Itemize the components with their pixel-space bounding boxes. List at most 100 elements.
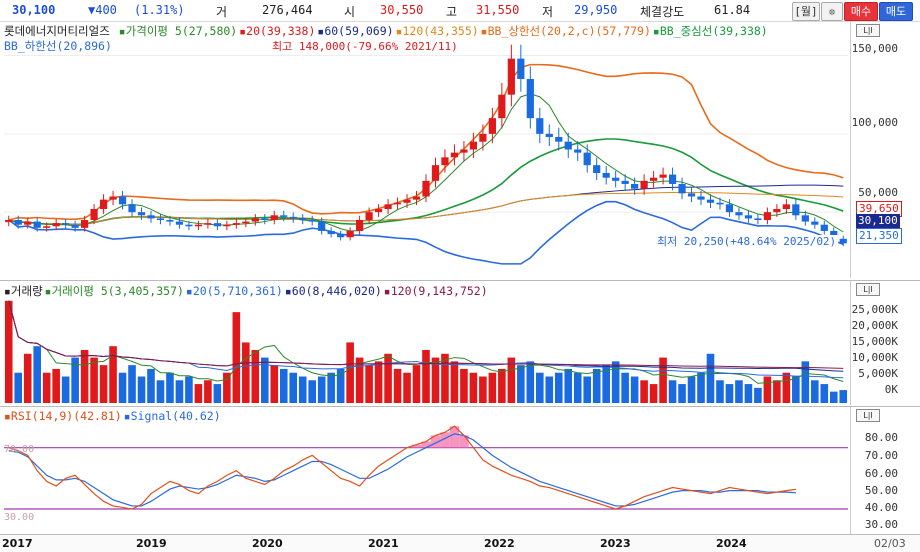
candle-body: [763, 212, 771, 220]
volume-bar: [668, 380, 677, 403]
candle-body: [441, 157, 449, 166]
volume-panel[interactable]: ▪거래량 ▪거래이평 5(3,405,357) ▪20(5,710,361) ▪60(…: [0, 280, 920, 405]
volume-bar: [147, 368, 155, 403]
volume-bar: [109, 346, 117, 403]
volume-bar: [23, 353, 32, 403]
candle-body: [81, 220, 89, 228]
vol-ma120-line: [8, 300, 844, 369]
legend-entry[interactable]: ▪Signal(40.62): [123, 409, 221, 423]
candle-body: [118, 196, 127, 205]
volume-bar: [536, 372, 544, 403]
legend-entry[interactable]: ▪BB_상한선(20,2,c)(57,779): [480, 24, 651, 38]
volume-bar: [498, 368, 506, 403]
candle-body: [460, 149, 468, 153]
price-change-pct: (1.31%): [134, 3, 185, 17]
log-scale-toggle[interactable]: L|I: [856, 24, 880, 37]
legend-entry[interactable]: ▪60(59,069): [317, 24, 394, 38]
candle-body: [185, 224, 193, 227]
candle-body: [5, 220, 13, 223]
volume-bar: [611, 361, 620, 403]
volume-bar: [4, 300, 13, 403]
price-chart[interactable]: [0, 22, 920, 278]
volume-axis-divider: [850, 281, 851, 405]
volume-bar: [223, 372, 231, 403]
price-tag-current: 30,100: [856, 214, 900, 228]
low-label: 저: [542, 5, 554, 19]
volume-bar: [659, 357, 667, 403]
x-axis-label: 2019: [136, 537, 167, 550]
rsi-panel[interactable]: ▪RSI(14,9)(42.81) ▪Signal(40.62) 70.00 30…: [0, 406, 920, 535]
candle-body: [299, 218, 307, 220]
x-axis-label: 2017: [2, 537, 33, 550]
legend-entry[interactable]: ▪거래량: [4, 284, 43, 298]
legend-entry[interactable]: ▪거래이평 5(3,405,357): [44, 284, 184, 298]
volume-scale-toggle[interactable]: L|I: [856, 283, 880, 296]
volume-bar: [71, 357, 79, 403]
open-value: 30,550: [380, 3, 424, 17]
high-value: 31,550: [476, 3, 520, 17]
candle-body: [602, 173, 610, 178]
candle-body: [175, 221, 184, 225]
price-panel[interactable]: 롯데에너지머티리얼즈 ▪가격이평 5(27,580) ▪20(39,338) ▪60…: [0, 22, 920, 278]
x-axis: 2017 2019 2020 2021 2022 2023 2024 02/03: [0, 534, 920, 552]
candle-body: [24, 221, 32, 225]
volume-bar: [792, 376, 800, 403]
price-legend: 롯데에너지머티리얼즈 ▪가격이평 5(27,580) ▪20(39,338) ▪60…: [4, 23, 772, 39]
strength-value: 61.84: [714, 3, 751, 17]
legend-entry[interactable]: ▪가격이평 5(27,580): [118, 24, 238, 38]
candle-body: [450, 152, 459, 158]
volume-bar: [829, 391, 838, 403]
volume-bar: [52, 368, 60, 403]
volume-bar: [308, 380, 316, 403]
bb-lower-line: [8, 200, 844, 265]
rsi-level-low: 30.00: [4, 512, 35, 523]
buy-order-button[interactable]: 매수: [844, 2, 878, 21]
volume-chart[interactable]: [0, 281, 920, 405]
candle-body: [128, 204, 136, 213]
candle-body: [564, 141, 572, 150]
rsi-overbought-fill: [430, 435, 441, 448]
candle-body: [621, 180, 629, 184]
x-axis-label: 2021: [368, 537, 399, 550]
low-value: 29,950: [574, 3, 618, 17]
candle-body: [687, 193, 696, 197]
rsi-axis-label: 70.00: [864, 449, 898, 462]
legend-entry[interactable]: ▪120(43,355): [395, 24, 479, 38]
legend-entry[interactable]: ▪RSI(14,9)(42.81): [4, 409, 122, 423]
high-annotation: 최고 148,000(-79.66% 2021/11): [270, 40, 460, 54]
rsi-level-high: 70.00: [4, 444, 35, 455]
candle-body: [706, 199, 715, 203]
rsi-overbought-fill: [459, 435, 469, 448]
legend-entry[interactable]: ▪20(39,338): [239, 24, 316, 38]
rsi-chart[interactable]: [0, 407, 920, 535]
volume-bar: [640, 380, 648, 403]
settings-button[interactable]: ❊: [821, 2, 843, 21]
legend-entry[interactable]: ▪BB_중심선(39,338): [652, 24, 768, 38]
candle-body: [137, 212, 146, 216]
volume-bar: [99, 365, 108, 403]
legend-entry[interactable]: BB_하한선(20,896): [4, 39, 112, 53]
volume-bar: [441, 353, 449, 403]
volume-bar: [801, 361, 810, 403]
strength-label: 체결강도: [640, 5, 685, 19]
volume-bar: [811, 380, 819, 403]
legend-entry[interactable]: ▪20(5,710,361): [185, 284, 283, 298]
candle-body: [498, 94, 506, 119]
candle-body: [194, 224, 203, 227]
candle-body: [14, 220, 22, 225]
candle-body: [431, 165, 440, 181]
x-axis-label: 2020: [252, 537, 283, 550]
legend-entry[interactable]: ▪120(9,143,752): [383, 284, 488, 298]
candle-body: [735, 212, 743, 216]
volume-legend: ▪거래량 ▪거래이평 5(3,405,357) ▪20(5,710,361) ▪60(…: [4, 283, 492, 299]
date-corner: 02/03: [874, 537, 906, 550]
volume-bar: [327, 372, 335, 403]
legend-entry[interactable]: ▪60(8,446,020): [284, 284, 382, 298]
candle-body: [289, 216, 297, 219]
volume-bar: [564, 368, 573, 403]
volume-bar: [573, 372, 582, 403]
period-button[interactable]: [월]: [792, 2, 820, 21]
volume-bar: [365, 365, 373, 403]
rsi-scale-toggle[interactable]: L|I: [856, 409, 880, 422]
sell-order-button[interactable]: 매도: [879, 2, 913, 21]
